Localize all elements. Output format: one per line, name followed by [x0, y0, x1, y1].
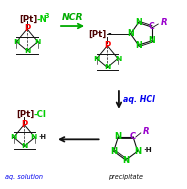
Text: aq. HCl: aq. HCl	[123, 95, 155, 104]
Text: -: -	[108, 29, 111, 38]
Text: N: N	[134, 147, 141, 156]
Text: N: N	[13, 39, 20, 45]
Text: ·H: ·H	[143, 147, 152, 153]
Text: P: P	[21, 120, 27, 129]
Text: N: N	[104, 64, 111, 70]
Text: C: C	[130, 132, 136, 141]
Text: [Pt]: [Pt]	[88, 29, 106, 38]
Text: N: N	[10, 134, 17, 140]
Text: N: N	[122, 156, 129, 164]
Text: N: N	[24, 48, 30, 54]
Text: N: N	[21, 143, 27, 149]
Text: 3: 3	[45, 13, 49, 19]
Text: P: P	[24, 25, 30, 33]
Text: N: N	[31, 134, 37, 140]
Text: NCR: NCR	[62, 13, 83, 22]
Text: N: N	[35, 39, 41, 45]
Text: N: N	[115, 132, 122, 141]
Text: [Pt]: [Pt]	[16, 110, 35, 119]
Text: ·H: ·H	[39, 134, 47, 140]
Text: C: C	[149, 22, 154, 31]
Text: N: N	[115, 56, 121, 62]
Text: P: P	[104, 41, 111, 50]
Text: N: N	[127, 29, 134, 38]
Text: precipitate: precipitate	[108, 174, 143, 180]
Text: -Cl: -Cl	[34, 110, 47, 119]
Text: N: N	[94, 56, 100, 62]
Text: -N: -N	[37, 15, 47, 24]
Text: R: R	[161, 18, 168, 26]
Text: N: N	[135, 41, 142, 50]
Text: aq. solution: aq. solution	[5, 174, 43, 180]
Text: R: R	[143, 127, 149, 136]
Text: N: N	[135, 18, 142, 27]
Text: N: N	[148, 36, 155, 45]
Text: [Pt]: [Pt]	[19, 15, 38, 24]
Text: N: N	[110, 147, 117, 156]
